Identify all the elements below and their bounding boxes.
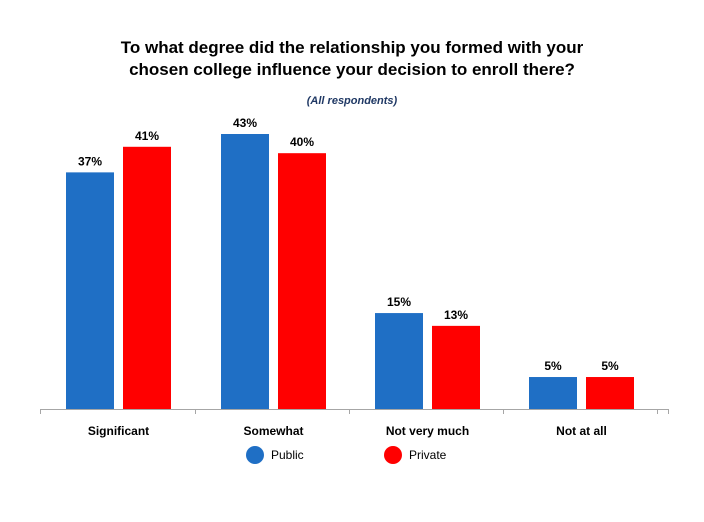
data-label-public-3: 5% <box>544 359 562 373</box>
bar-private-1 <box>278 153 326 409</box>
legend-marker-private <box>384 446 402 464</box>
data-label-private-2: 13% <box>444 308 468 322</box>
category-label-2: Not very much <box>386 424 469 438</box>
bar-public-1 <box>221 134 269 409</box>
category-label-3: Not at all <box>556 424 607 438</box>
bar-private-0 <box>123 146 171 409</box>
bar-public-2 <box>375 313 423 409</box>
data-label-private-1: 40% <box>290 135 314 149</box>
data-label-private-3: 5% <box>601 359 619 373</box>
chart-subtitle: (All respondents) <box>306 95 398 107</box>
data-label-public-1: 43% <box>233 116 257 130</box>
data-label-private-0: 41% <box>135 129 159 143</box>
chart-title-line-2: chosen college influence your decision t… <box>129 60 575 79</box>
bar-private-3 <box>586 377 634 409</box>
category-label-1: Somewhat <box>243 424 303 438</box>
data-label-public-0: 37% <box>78 154 102 168</box>
bar-private-2 <box>432 325 480 409</box>
bar-public-3 <box>529 377 577 409</box>
bar-public-0 <box>66 172 114 409</box>
legend-label-private: Private <box>409 448 447 462</box>
category-label-0: Significant <box>88 424 149 438</box>
legend-marker-public <box>246 446 264 464</box>
data-label-public-2: 15% <box>387 295 411 309</box>
legend-label-public: Public <box>271 448 304 462</box>
chart-title-line-1: To what degree did the relationship you … <box>120 38 584 57</box>
chart-title: To what degree did the relationship you … <box>0 37 704 81</box>
